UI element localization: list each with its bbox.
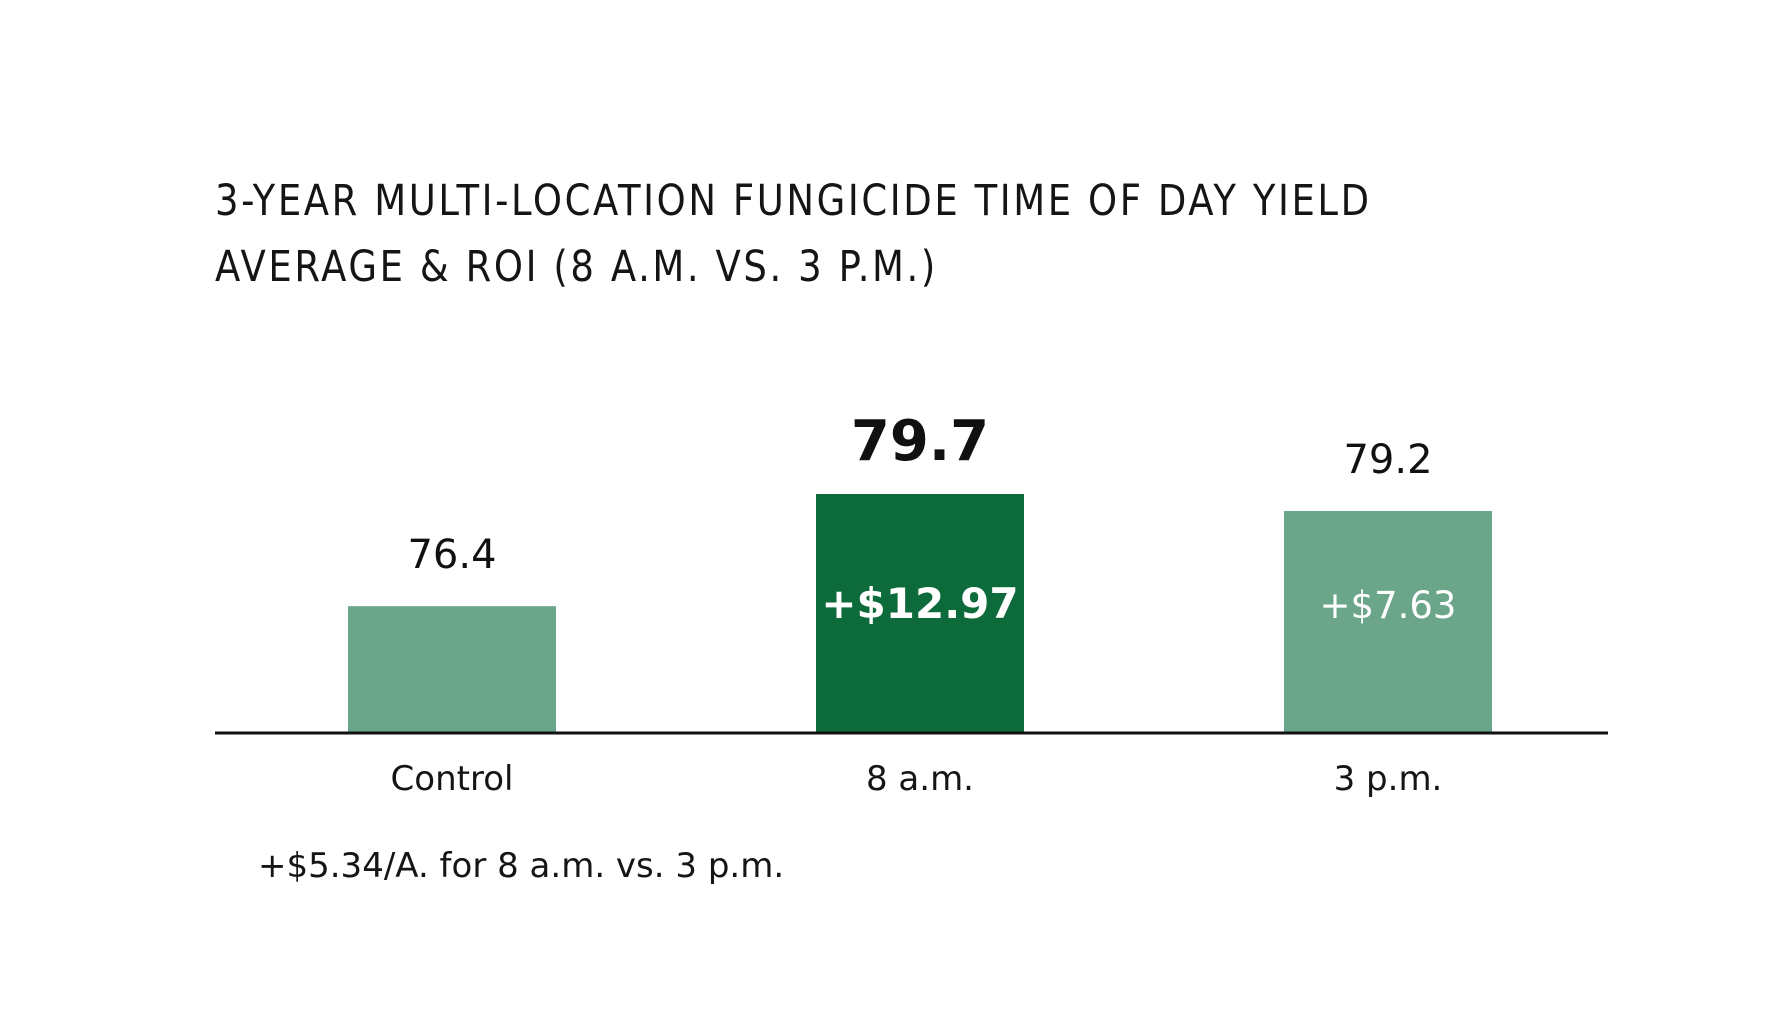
value-label-0: 76.4 (407, 532, 496, 578)
category-label-0: Control (391, 759, 514, 799)
roi-label-1: +$12.97 (821, 579, 1018, 628)
bar-1 (816, 494, 1024, 732)
chart-title-line-1: 3-YEAR MULTI-LOCATION FUNGICIDE TIME OF … (215, 176, 1372, 226)
roi-label-2: +$7.63 (1320, 584, 1457, 627)
bar-2 (1284, 511, 1492, 732)
bar-0 (348, 606, 556, 732)
chart-title-line-2: AVERAGE & ROI (8 A.M. VS. 3 P.M.) (215, 242, 938, 292)
chart-title: 3-YEAR MULTI-LOCATION FUNGICIDE TIME OF … (215, 168, 1372, 300)
value-label-1: 79.7 (851, 409, 989, 474)
category-label-1: 8 a.m. (866, 759, 974, 799)
roi-annotation: +$5.34/A. for 8 a.m. vs. 3 p.m. (258, 846, 785, 886)
value-label-2: 79.2 (1343, 437, 1432, 483)
category-label-2: 3 p.m. (1334, 759, 1443, 799)
